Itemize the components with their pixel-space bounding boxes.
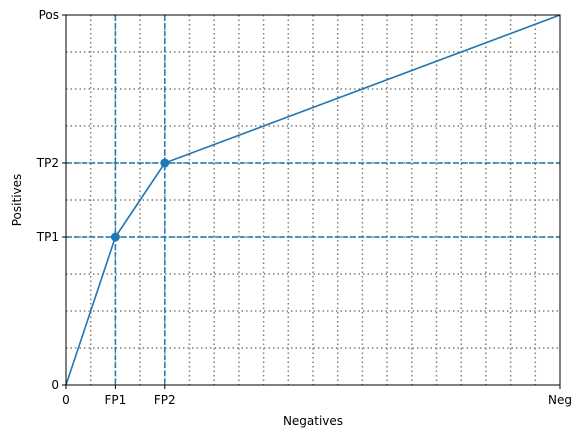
y-tick-label: TP1 [36,230,59,244]
series-line [65,14,561,386]
y-tick-label: Pos [39,8,59,22]
ticks-layer: 0 FP1 FP2 Neg 0 TP1 TP2 Pos [36,8,572,407]
series-layer [65,14,561,386]
x-tick-label: FP1 [105,393,127,407]
data-point [160,158,170,168]
x-tick-label: Neg [548,393,572,407]
y-axis-label: Positives [10,174,24,227]
x-tick-label: 0 [62,393,70,407]
y-tick-label: TP2 [36,156,59,170]
x-axis-label: Negatives [283,414,343,428]
y-tick-label: 0 [51,378,59,392]
plot-frame [65,14,561,386]
reference-lines [66,15,560,385]
data-point [110,232,120,242]
x-tick-label: FP2 [154,393,176,407]
